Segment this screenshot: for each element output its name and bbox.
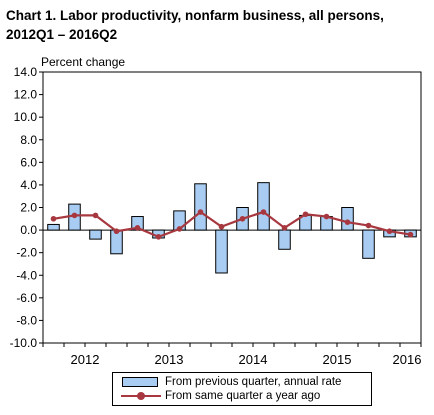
point-2015Q1	[302, 211, 309, 218]
x-tick-label: 2013	[155, 352, 184, 367]
plot-frame-border	[42, 71, 422, 344]
y-tick-label: 10.0	[14, 110, 38, 124]
chart-legend: From previous quarter, annual rate From …	[112, 372, 372, 406]
y-tick-label: 0.0	[20, 223, 37, 237]
y-tick-label: 14.0	[14, 65, 38, 79]
y-axis-label: Percent change	[41, 55, 126, 69]
bar-2014Q1	[215, 229, 228, 274]
bar-2013Q4	[194, 183, 207, 231]
legend-swatch-marker	[137, 392, 145, 400]
point-2016Q2	[407, 231, 414, 238]
y-tick-label: -8.0	[16, 313, 37, 327]
point-2013Q4	[197, 209, 204, 215]
point-2012Q4	[113, 228, 120, 235]
chart-title: Chart 1. Labor productivity, nonfarm bus…	[6, 6, 426, 44]
y-tick-label: -10.0	[10, 336, 38, 350]
point-2014Q1	[218, 223, 225, 230]
point-2014Q3	[260, 209, 267, 215]
point-2014Q4	[281, 225, 288, 231]
chart-title-line-1: Chart 1. Labor productivity, nonfarm bus…	[6, 8, 384, 23]
series-line-year-ago	[53, 210, 411, 239]
x-tick-label: 2015	[323, 352, 352, 367]
x-tick-label: 2016	[393, 352, 422, 367]
point-2015Q2	[323, 213, 330, 220]
point-2016Q1	[386, 228, 393, 235]
y-tick-label: -6.0	[16, 291, 37, 305]
y-tick-label: 2.0	[20, 201, 37, 215]
point-2013Q3	[176, 226, 183, 232]
y-tick-label: -2.0	[16, 246, 37, 260]
legend-swatch-bar	[122, 377, 158, 387]
y-tick-label: 8.0	[20, 133, 37, 147]
point-2012Q1	[50, 215, 57, 222]
x-tick-label: 2014	[239, 352, 268, 367]
bar-2012Q3	[89, 229, 102, 240]
chart-title-line-2: 2012Q1 – 2016Q2	[6, 27, 118, 42]
bar-2015Q4	[362, 229, 375, 259]
y-tick-label: -4.0	[16, 268, 37, 282]
point-2013Q1	[134, 225, 141, 231]
bar-2015Q3	[341, 207, 354, 231]
legend-label-line: From same quarter a year ago	[165, 390, 321, 402]
y-tick-label: 4.0	[20, 178, 37, 192]
x-tick-label: 2012	[71, 352, 100, 367]
point-2015Q3	[344, 219, 351, 225]
legend-label-bars: From previous quarter, annual rate	[165, 376, 342, 388]
point-2012Q2	[71, 212, 78, 219]
legend-item-bars: From previous quarter, annual rate	[113, 375, 371, 389]
bar-2014Q4	[278, 229, 291, 250]
point-2014Q2	[239, 215, 246, 222]
bar-2014Q3	[257, 182, 270, 231]
point-2012Q3	[92, 212, 99, 219]
point-2015Q4	[365, 222, 372, 229]
y-tick-label: 12.0	[14, 88, 38, 102]
bar-2012Q1	[47, 223, 60, 231]
legend-item-line: From same quarter a year ago	[113, 389, 371, 403]
y-tick-label: 6.0	[20, 155, 37, 169]
point-2013Q2	[155, 234, 162, 240]
